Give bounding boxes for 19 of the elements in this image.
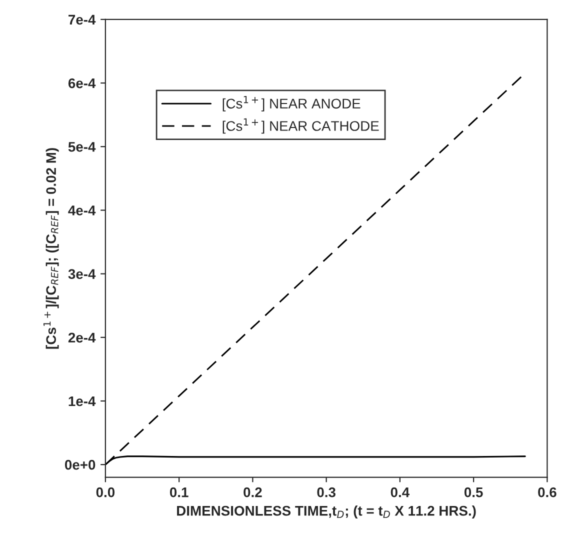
x-tick-label: 0.2	[244, 487, 262, 498]
y-tick-label: 7e-4	[68, 14, 96, 25]
legend-label: [Cs$^{1+}$] NEAR ANODE	[222, 96, 360, 112]
x-tick-label: 0.1	[170, 487, 188, 498]
x-tick-label: 0.0	[96, 487, 115, 498]
y-tick-label: 2e-4	[68, 332, 96, 343]
x-tick-label: 0.3	[317, 487, 336, 498]
y-tick-label: 4e-4	[68, 206, 96, 216]
x-tick-label: 0.5	[464, 487, 483, 498]
y-tick-label: 0e+0	[64, 460, 96, 470]
x-axis-title: DIMENSIONLESS TIME,t$_{D}$; (t = t$_{D}$ X 11.2 HRS.)	[177, 506, 476, 518]
y-tick-label: 6e-4	[68, 78, 96, 88]
x-tick-label: 0.6	[538, 487, 556, 498]
legend-label: [Cs$^{1+}$] NEAR CATHODE	[222, 118, 379, 134]
y-tick-label: 5e-4	[68, 142, 96, 152]
y-tick-label: 3e-4	[68, 269, 96, 279]
x-tick-label: 0.4	[390, 487, 410, 498]
y-tick-label: 1e-4	[68, 396, 96, 406]
y-axis-title: [Cs$^{1+}$]/[C$_{REF}$]; ([C$_{REF}$] = 0.02 M)	[43, 148, 59, 349]
